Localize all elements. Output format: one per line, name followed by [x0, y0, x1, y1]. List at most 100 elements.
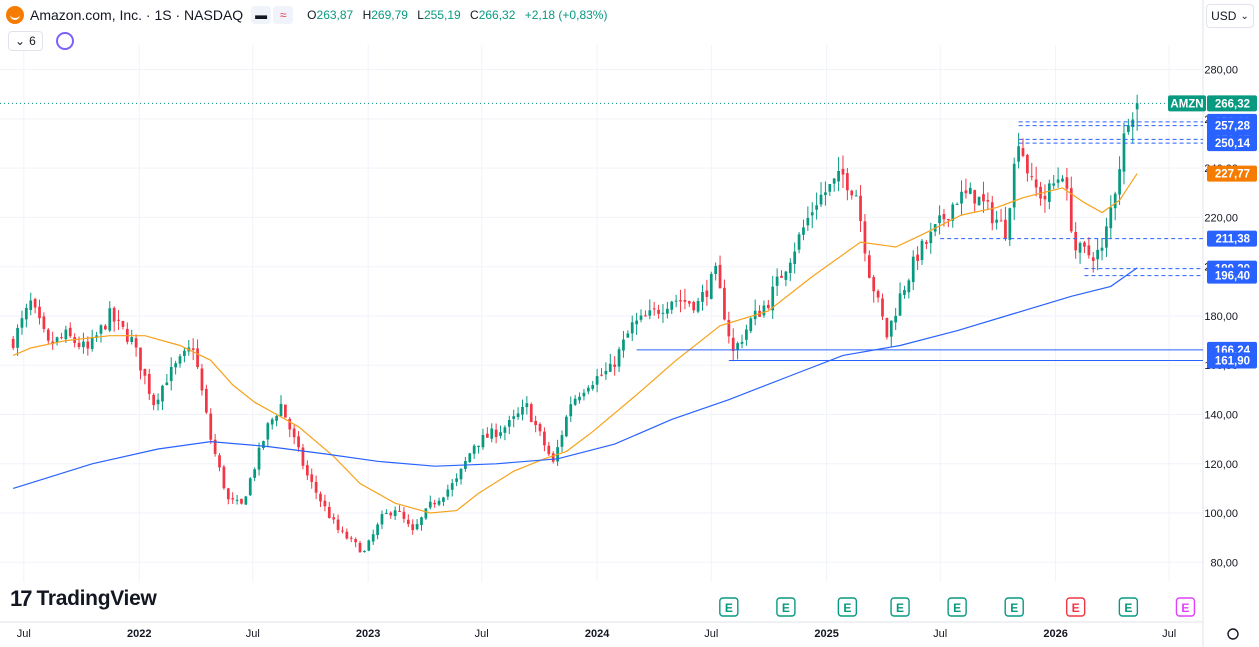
candle-body	[960, 191, 963, 204]
candle-body	[477, 445, 480, 448]
candle-body	[1047, 183, 1051, 202]
candle-body	[648, 310, 652, 316]
candle-body	[600, 374, 603, 376]
candle-body	[903, 290, 906, 295]
symbol-title[interactable]: Amazon.com, Inc. · 1S · NASDAQ	[30, 7, 244, 23]
candle-body	[204, 388, 208, 413]
candle-body	[68, 327, 72, 337]
candle-body	[406, 519, 410, 525]
y-tick-label: 180,00	[1204, 311, 1238, 323]
candle-body	[1096, 249, 1099, 260]
candle-body	[595, 376, 599, 385]
candle-body	[24, 307, 28, 320]
candle-body	[104, 325, 107, 330]
candle-body	[257, 447, 261, 470]
earnings-marker[interactable]	[776, 597, 796, 617]
candle-body	[165, 382, 169, 386]
candle-body	[687, 301, 691, 304]
candle-body	[363, 551, 366, 553]
candle-body	[117, 319, 120, 321]
price-level-tag-bg	[1207, 135, 1257, 152]
candle-body	[867, 255, 871, 278]
earnings-marker[interactable]	[719, 597, 739, 617]
earnings-marker[interactable]	[1118, 597, 1139, 617]
candle-body	[358, 542, 362, 553]
candle-body	[86, 341, 90, 349]
moving-average-line	[13, 267, 1138, 489]
candle-body	[134, 338, 138, 348]
candle-body	[665, 308, 669, 314]
compare-wave-icon[interactable]: ≈	[273, 6, 294, 24]
candle-body	[310, 474, 314, 482]
candle-body	[332, 517, 336, 520]
settings-gear-icon[interactable]	[1227, 628, 1239, 640]
earnings-marker[interactable]	[890, 597, 910, 617]
candle-body	[389, 512, 393, 516]
y-tick-label: 140,00	[1204, 409, 1238, 421]
price-level-tag-bg	[1207, 230, 1257, 247]
candle-body	[82, 341, 85, 348]
candle-body	[876, 291, 880, 298]
candle-body	[1052, 183, 1056, 186]
candle-body	[1087, 245, 1091, 256]
candle-body	[995, 219, 999, 223]
candle-body	[503, 427, 507, 433]
minus-icon[interactable]: ▬	[251, 6, 272, 24]
tradingview-logo-icon: 17	[10, 586, 33, 611]
currency-button[interactable]: USD ⌄	[1206, 4, 1254, 28]
refresh-icon[interactable]	[56, 32, 74, 50]
candle-body	[270, 419, 274, 425]
earnings-marker[interactable]	[1065, 597, 1086, 617]
candle-body	[661, 312, 665, 314]
candle-body	[143, 368, 147, 376]
candle-body	[977, 196, 981, 206]
candle-body	[77, 342, 81, 347]
candle-body	[499, 432, 502, 436]
candle-body	[938, 215, 941, 224]
candle-body	[424, 508, 428, 519]
candle-body	[248, 478, 252, 496]
earnings-marker[interactable]	[1175, 597, 1196, 617]
candle-body	[718, 264, 722, 289]
earnings-marker-letter: E	[725, 601, 733, 615]
candle-body	[749, 318, 753, 332]
last-price-tag: 266,32	[1215, 98, 1250, 110]
candle-body	[1122, 133, 1126, 172]
candle-body	[723, 287, 726, 320]
earnings-marker[interactable]	[1004, 597, 1024, 617]
candle-body	[367, 540, 371, 551]
candle-body	[828, 184, 832, 192]
candle-body	[433, 502, 437, 505]
candle-body	[608, 363, 612, 372]
ohlc-values: O263,87 H269,79 L255,19 C266,32 +2,18 (+…	[307, 8, 608, 22]
candle-body	[279, 403, 283, 417]
earnings-marker[interactable]	[837, 597, 858, 617]
candle-body	[692, 302, 696, 311]
earnings-marker-letter: E	[896, 601, 904, 615]
candle-body	[319, 493, 322, 502]
earnings-marker-letter: E	[953, 601, 961, 615]
candle-body	[797, 234, 801, 250]
candle-body	[622, 339, 625, 351]
earnings-marker[interactable]	[947, 597, 967, 617]
candle-body	[1118, 169, 1121, 195]
candle-body	[683, 299, 687, 302]
candle-body	[1039, 186, 1042, 199]
candle-body	[11, 338, 15, 348]
candle-body	[859, 195, 862, 222]
x-tick-label: 2024	[585, 628, 610, 640]
candle-body	[775, 276, 779, 286]
candle-body	[231, 498, 235, 500]
candle-body	[1008, 208, 1012, 240]
tradingview-logo[interactable]: 17 TradingView	[10, 586, 157, 612]
candle-body	[766, 304, 770, 309]
candle-body	[1078, 243, 1082, 253]
candle-body	[543, 431, 546, 446]
candle-body	[472, 445, 476, 454]
x-tick-label: 2026	[1043, 628, 1067, 640]
candle-body	[863, 221, 867, 254]
candle-body	[1074, 231, 1078, 251]
candle-body	[920, 240, 924, 260]
indicators-toggle[interactable]: ⌄ 6	[8, 31, 43, 51]
